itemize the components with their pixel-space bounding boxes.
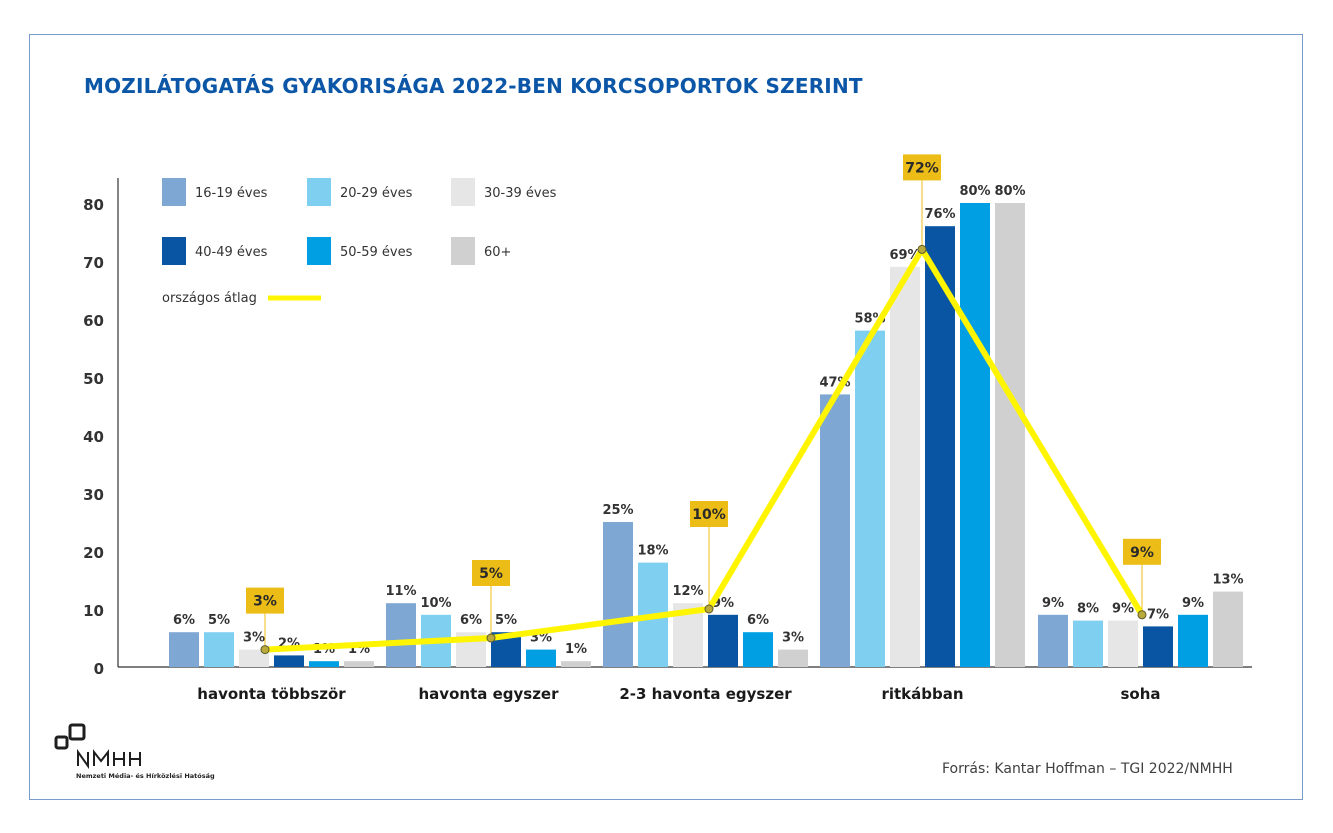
bar-value-label: 25%: [602, 503, 633, 518]
category-label: 2-3 havonta egyszer: [619, 685, 792, 703]
y-tick-label: 40: [83, 428, 104, 446]
average-label-box: [472, 560, 510, 586]
category-label: ritkábban: [881, 685, 963, 703]
average-label: 9%: [1130, 545, 1154, 561]
bar-value-label: 12%: [672, 584, 703, 599]
average-label-box: [903, 154, 941, 181]
bar-value-label: 9%: [1112, 602, 1134, 617]
bar-value-label: 8%: [1077, 602, 1099, 617]
bar-value-label: 5%: [495, 613, 517, 628]
bar-value-label: 9%: [1042, 596, 1064, 611]
bar: [820, 394, 850, 667]
bar: [239, 649, 269, 667]
category-label: havonta többször: [197, 685, 346, 703]
average-point: [917, 244, 927, 254]
bar: [778, 649, 808, 667]
bar: [344, 661, 374, 667]
bar-value-label: 18%: [637, 544, 668, 559]
logo-caption: Nemzeti Média- és Hírközlési Hatóság: [76, 772, 215, 780]
chart-title: MOZILÁTOGATÁS GYAKORISÁGA 2022-BEN KORCS…: [84, 74, 863, 98]
y-tick-label: 30: [83, 486, 104, 504]
average-label-box: [1123, 538, 1161, 565]
bar: [274, 655, 304, 667]
y-tick-label: 60: [83, 312, 104, 330]
y-tick-label: 70: [83, 254, 104, 272]
bar: [708, 614, 738, 667]
bar: [743, 632, 773, 667]
bar: [526, 649, 556, 667]
bar: [169, 632, 199, 667]
average-point: [260, 645, 270, 655]
bar: [960, 203, 990, 667]
average-label: 72%: [905, 160, 939, 176]
source-note: Forrás: Kantar Hoffman – TGI 2022/NMHH: [942, 761, 1233, 777]
bar: [1213, 591, 1243, 667]
bar-value-label: 80%: [959, 184, 990, 199]
average-point: [1137, 610, 1147, 620]
legend-swatch: [451, 178, 475, 206]
legend-label: 16-19 éves: [195, 186, 268, 201]
bar-value-label: 10%: [420, 596, 451, 611]
bar: [1038, 614, 1068, 667]
bar: [561, 661, 591, 667]
y-tick-label: 0: [94, 660, 104, 678]
bar-value-label: 6%: [747, 613, 769, 628]
bar-value-label: 3%: [782, 631, 804, 646]
y-tick-label: 10: [83, 602, 104, 620]
bar-value-label: 6%: [460, 613, 482, 628]
average-label-box: [246, 587, 284, 614]
average-label-box: [690, 501, 728, 527]
bar: [204, 632, 234, 667]
nmhh-logo: [54, 723, 141, 770]
average-label: 5%: [479, 566, 503, 582]
category-label: havonta egyszer: [419, 685, 560, 703]
legend-label: 60+: [484, 245, 511, 260]
legend-label: 20-29 éves: [340, 186, 413, 201]
bar-value-label: 5%: [208, 613, 230, 628]
bar-value-label: 6%: [173, 613, 195, 628]
bar-value-label: 7%: [1147, 607, 1169, 622]
average-label: 3%: [253, 594, 277, 610]
bar: [1178, 614, 1208, 667]
bar: [995, 203, 1025, 667]
bar-value-label: 11%: [385, 584, 416, 599]
legend-swatch: [162, 178, 186, 206]
legend-swatch: [162, 237, 186, 265]
bar: [1108, 620, 1138, 667]
y-tick-label: 20: [83, 544, 104, 562]
legend-swatch: [307, 237, 331, 265]
legend-label: 50-59 éves: [340, 245, 413, 260]
bar-value-label: 80%: [994, 184, 1025, 199]
y-tick-label: 80: [83, 196, 104, 214]
legend-label: 40-49 éves: [195, 245, 268, 260]
y-tick-label: 50: [83, 370, 104, 388]
average-label: 10%: [692, 507, 726, 523]
bar: [386, 603, 416, 667]
average-point: [704, 604, 714, 614]
bar-value-label: 9%: [1182, 596, 1204, 611]
bar-value-label: 1%: [565, 642, 587, 657]
bar: [309, 661, 339, 667]
bar-value-label: 69%: [889, 248, 920, 263]
legend-label: 30-39 éves: [484, 186, 557, 201]
bar-value-label: 13%: [1212, 573, 1243, 588]
bar: [890, 266, 920, 667]
legend-swatch: [307, 178, 331, 206]
bar: [603, 522, 633, 667]
bar-value-label: 76%: [924, 207, 955, 222]
legend-swatch: [451, 237, 475, 265]
bar: [1143, 626, 1173, 667]
bar-value-label: 3%: [243, 631, 265, 646]
category-label: soha: [1120, 685, 1160, 703]
legend-label-average: országos átlag: [162, 291, 257, 306]
bar: [1073, 620, 1103, 667]
average-point: [486, 633, 496, 643]
bar: [855, 330, 885, 667]
chart-frame: [29, 34, 1303, 800]
